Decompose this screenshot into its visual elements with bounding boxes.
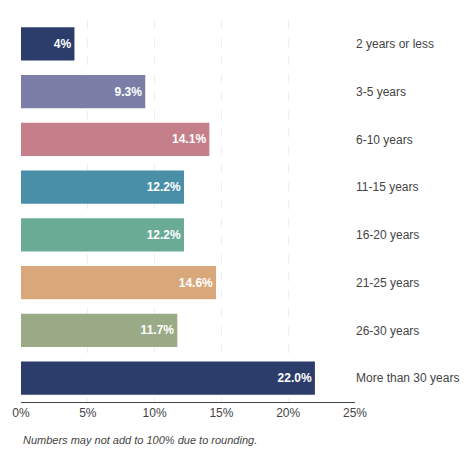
- svg-text:9.3%: 9.3%: [115, 85, 143, 99]
- svg-text:22.0%: 22.0%: [278, 371, 312, 385]
- svg-text:25%: 25%: [343, 406, 367, 420]
- svg-text:20%: 20%: [276, 406, 300, 420]
- svg-text:16-20 years: 16-20 years: [356, 228, 419, 242]
- svg-text:15%: 15%: [209, 406, 233, 420]
- svg-text:6-10 years: 6-10 years: [356, 133, 413, 147]
- svg-text:More than 30 years: More than 30 years: [356, 371, 459, 385]
- svg-text:5%: 5%: [79, 406, 97, 420]
- svg-text:12.2%: 12.2%: [147, 228, 181, 242]
- svg-text:26-30 years: 26-30 years: [356, 324, 419, 338]
- svg-text:4%: 4%: [54, 37, 72, 51]
- svg-text:0%: 0%: [12, 406, 30, 420]
- svg-text:21-25 years: 21-25 years: [356, 276, 419, 290]
- svg-text:10%: 10%: [143, 406, 167, 420]
- svg-text:Numbers may not add to 100% du: Numbers may not add to 100% due to round…: [23, 434, 257, 446]
- svg-text:11-15 years: 11-15 years: [356, 180, 418, 194]
- svg-text:2 years or less: 2 years or less: [356, 37, 434, 51]
- svg-text:12.2%: 12.2%: [147, 180, 181, 194]
- svg-text:14.6%: 14.6%: [179, 276, 213, 290]
- svg-text:11.7%: 11.7%: [141, 323, 175, 337]
- svg-text:14.1%: 14.1%: [172, 132, 206, 146]
- svg-text:3-5 years: 3-5 years: [356, 85, 406, 99]
